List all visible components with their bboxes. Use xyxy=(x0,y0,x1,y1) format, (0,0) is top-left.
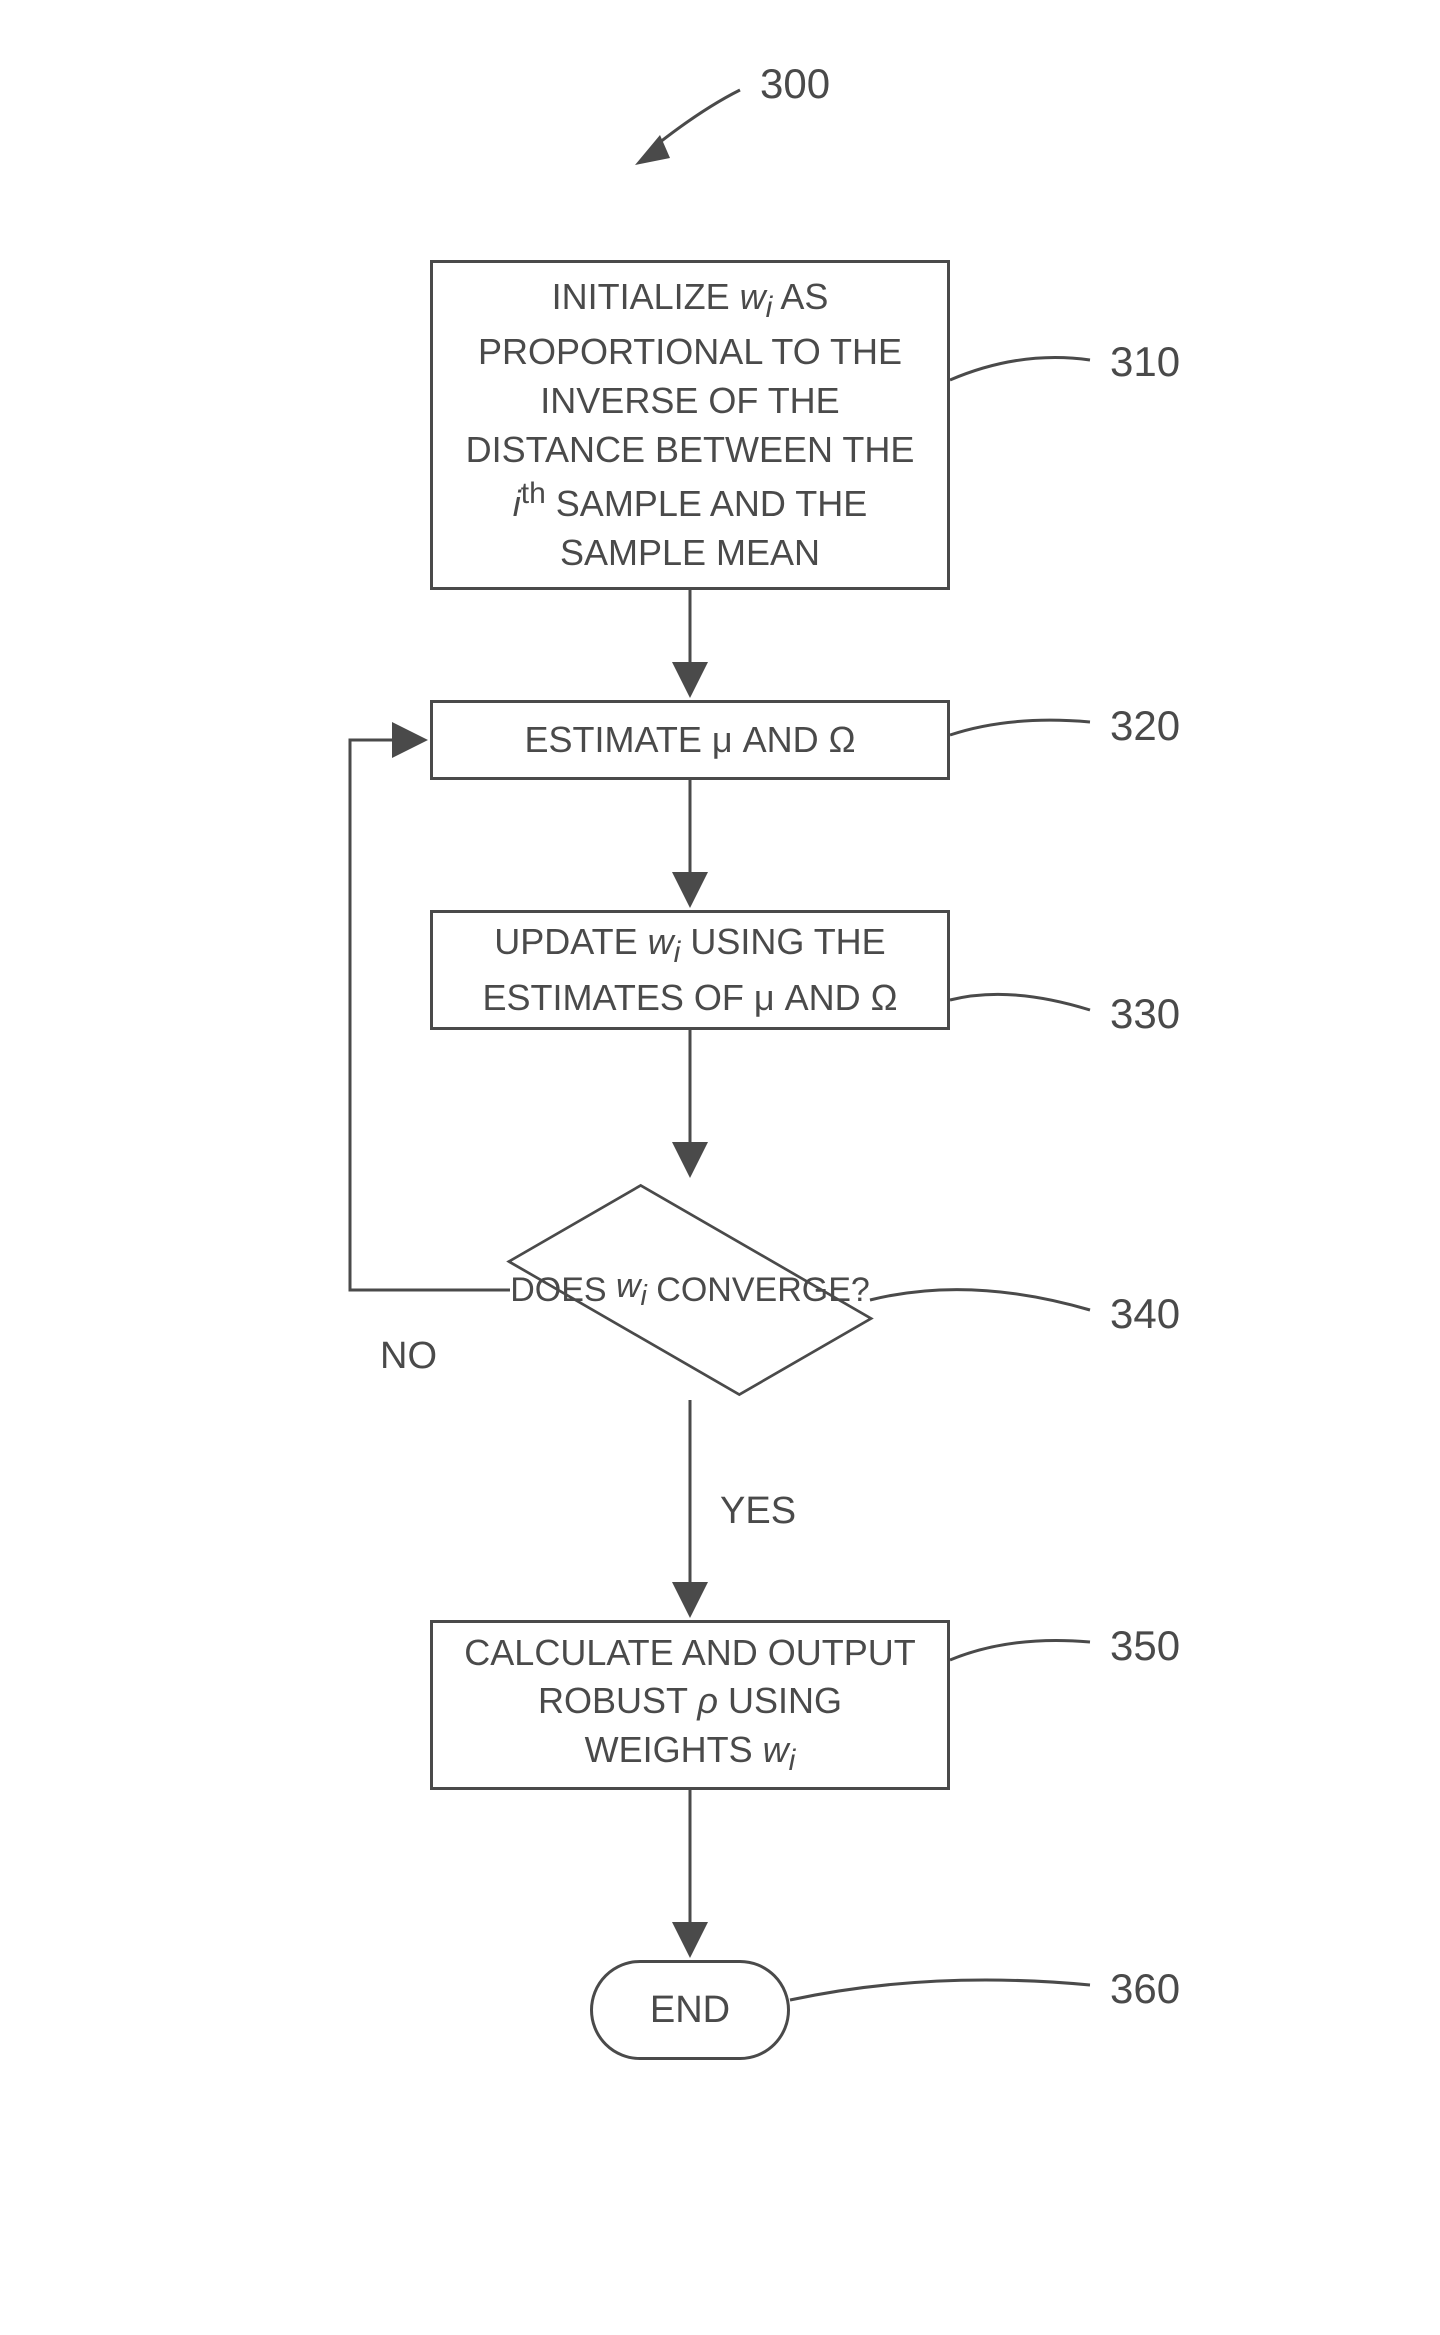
node-text: DOES wi CONVERGE? xyxy=(510,1180,870,1400)
edge-label-no: NO xyxy=(380,1335,437,1378)
diagram-ref-title: 300 xyxy=(760,60,830,108)
ref-310: 310 xyxy=(1110,338,1180,386)
node-text: INITIALIZE wi AS PROPORTIONAL TO THE INV… xyxy=(466,273,915,578)
ref-330: 330 xyxy=(1110,990,1180,1038)
node-text: CALCULATE AND OUTPUT ROBUST ρ USING WEIG… xyxy=(464,1629,915,1782)
node-converge-decision: DOES wi CONVERGE? xyxy=(510,1180,870,1400)
node-text: ESTIMATE μ AND Ω xyxy=(524,716,855,765)
ref-320: 320 xyxy=(1110,702,1180,750)
edge-label-yes: YES xyxy=(720,1490,796,1533)
node-estimate-mu-omega: ESTIMATE μ AND Ω xyxy=(430,700,950,780)
ref-340: 340 xyxy=(1110,1290,1180,1338)
flowchart-container: 300 INITIALIZE wi AS PROPORTIONAL TO THE… xyxy=(0,0,1440,2335)
node-text: END xyxy=(650,1989,730,2032)
node-initialize-weights: INITIALIZE wi AS PROPORTIONAL TO THE INV… xyxy=(430,260,950,590)
node-text: UPDATE wi USING THE ESTIMATES OF μ AND Ω xyxy=(482,918,897,1022)
node-update-weights: UPDATE wi USING THE ESTIMATES OF μ AND Ω xyxy=(430,910,950,1030)
node-end: END xyxy=(590,1960,790,2060)
ref-360: 360 xyxy=(1110,1965,1180,2013)
node-calculate-rho: CALCULATE AND OUTPUT ROBUST ρ USING WEIG… xyxy=(430,1620,950,1790)
ref-350: 350 xyxy=(1110,1622,1180,1670)
